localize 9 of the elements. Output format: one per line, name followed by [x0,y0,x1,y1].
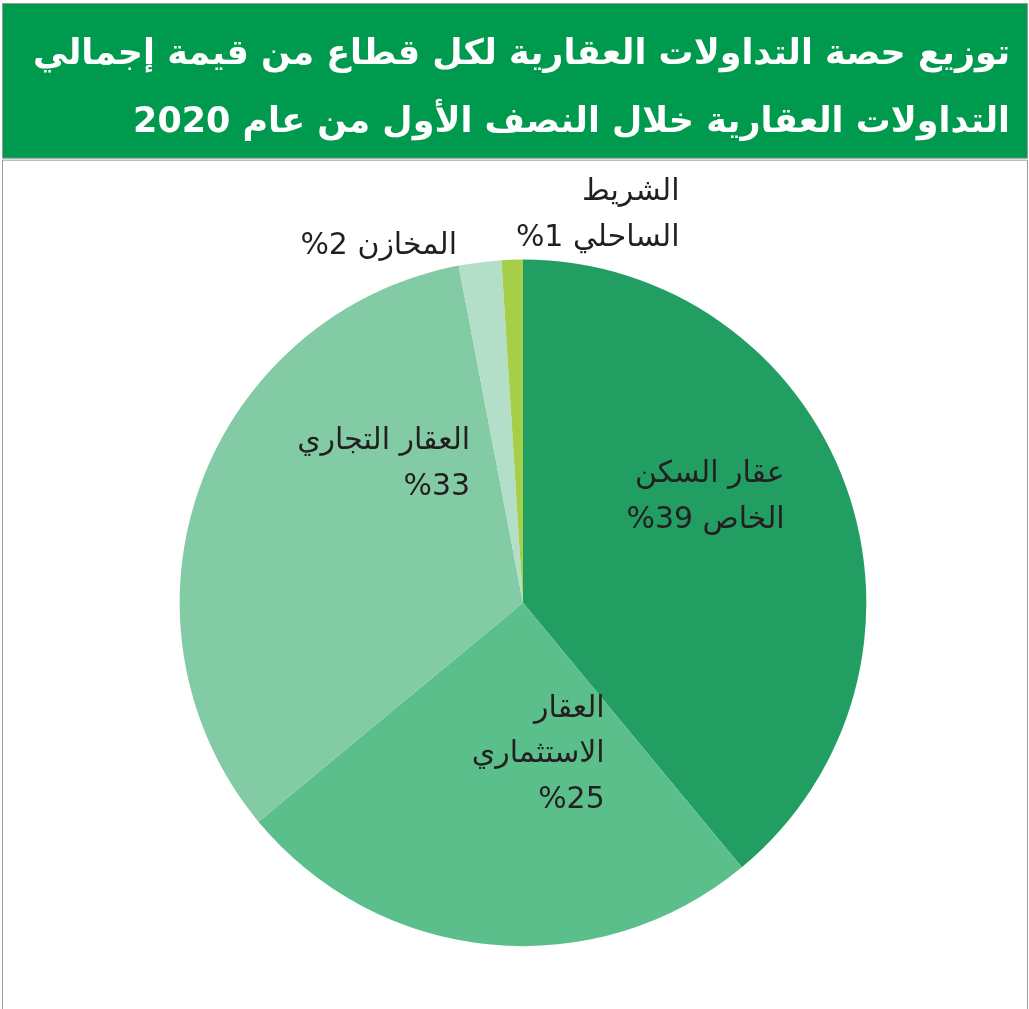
slice-label: العقار التجاري [297,421,471,457]
slice-label: العقار الاستثماري [471,688,605,770]
slice-label: عقار السكن الخاص %39 [626,454,785,535]
pie-slice [258,602,742,946]
data-label: %33 [403,466,471,502]
slice-label: الشريط الساحلي %1 [515,172,680,255]
chart-title: توزيع حصة التداولات العقارية لكل قطاع من قيمة إجمالي التداولات العقارية خلال النصف الأول من عام 2020 [32,31,1011,141]
slice-label: المخازن %2 [300,226,458,262]
data-label: %25 [538,780,605,816]
